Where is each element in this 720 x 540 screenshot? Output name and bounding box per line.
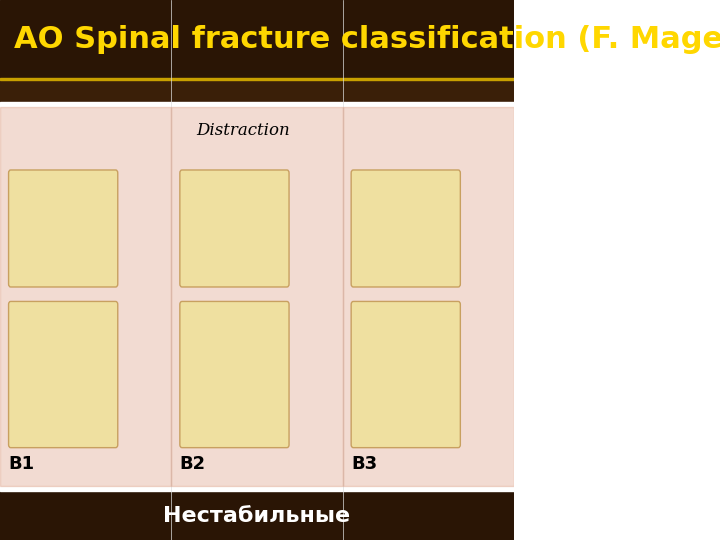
Bar bbox=[0, 107, 171, 487]
Text: AO Spinal fracture classification (F. Magerl): AO Spinal fracture classification (F. Ma… bbox=[14, 25, 720, 53]
FancyBboxPatch shape bbox=[9, 301, 118, 448]
FancyBboxPatch shape bbox=[180, 170, 289, 287]
Text: B3: B3 bbox=[351, 455, 377, 474]
Bar bbox=[0, 80, 514, 102]
Text: Distraction: Distraction bbox=[196, 122, 289, 139]
Text: Нестабильные: Нестабильные bbox=[163, 505, 351, 526]
Bar bbox=[343, 107, 514, 487]
Text: B1: B1 bbox=[9, 455, 35, 474]
FancyBboxPatch shape bbox=[351, 301, 460, 448]
Bar bbox=[0, 491, 514, 540]
Text: B2: B2 bbox=[180, 455, 206, 474]
FancyBboxPatch shape bbox=[9, 170, 118, 287]
Bar bbox=[171, 107, 343, 487]
Bar bbox=[0, 0, 514, 78]
FancyBboxPatch shape bbox=[351, 170, 460, 287]
Bar bbox=[0, 78, 514, 80]
Bar bbox=[0, 102, 514, 491]
FancyBboxPatch shape bbox=[180, 301, 289, 448]
